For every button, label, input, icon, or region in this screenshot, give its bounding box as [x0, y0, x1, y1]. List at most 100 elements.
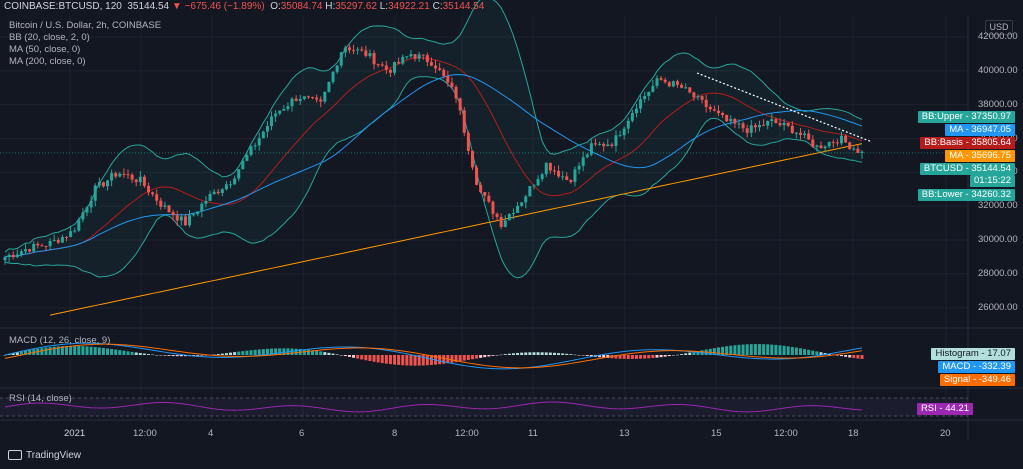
candle-body [208, 193, 212, 201]
candle-body [749, 125, 753, 133]
macd-bar [380, 355, 384, 364]
legend-bb[interactable]: BB (20, close, 2, 0) [9, 32, 90, 43]
currency-button[interactable]: USD [985, 20, 1013, 35]
macd-bar [475, 355, 479, 359]
candle-body [339, 52, 343, 66]
candle-body [40, 245, 44, 247]
macd-bar [770, 344, 774, 355]
macd-bar [306, 349, 310, 355]
macd-bar [602, 355, 606, 358]
macd-bar [151, 354, 155, 356]
candle-body [446, 76, 450, 83]
candle-body [643, 95, 647, 100]
macd-bar [524, 352, 528, 355]
x-tick-label: 20 [940, 428, 951, 439]
candle-body [101, 182, 105, 187]
candle-body [200, 203, 204, 212]
candle-body [44, 246, 48, 248]
macd-line [4, 342, 863, 370]
candle-body [753, 125, 757, 128]
down-arrow-icon: ▼ [171, 1, 182, 12]
high-label: H: [325, 1, 336, 12]
price-tag: BB:Basis - 35805.64 [920, 137, 1015, 149]
price-tag: BB:Lower - 34260.32 [917, 189, 1015, 201]
y-tick-label: 42000.00 [978, 30, 1018, 42]
candle-body [298, 98, 302, 101]
candle-body [126, 174, 130, 176]
macd-bar [196, 355, 200, 356]
candle-body [610, 144, 614, 146]
macd-bar [684, 353, 688, 355]
candle-body [163, 205, 167, 207]
macd-bar [626, 355, 630, 359]
open-label: O: [270, 1, 281, 12]
macd-bar [28, 350, 32, 355]
candle-body [48, 241, 52, 247]
candle-body [819, 145, 823, 149]
price-change: −675.46 (−1.89%) [184, 1, 265, 12]
candle-body [237, 169, 241, 179]
candle-body [475, 167, 479, 185]
macd-bar [589, 355, 593, 357]
candle-body [770, 119, 774, 122]
macd-bar [429, 355, 433, 365]
rsi-line [4, 401, 863, 413]
legend-ma200[interactable]: MA (200, close, 0) [9, 56, 86, 67]
macd-bar [680, 354, 684, 355]
close-label: C: [432, 1, 443, 12]
candle-body [212, 191, 216, 194]
candle-body [429, 62, 433, 66]
legend-title[interactable]: Bitcoin / U.S. Dollar, 2h, COINBASE [9, 20, 162, 31]
macd-bar [647, 355, 651, 359]
candle-body [24, 249, 28, 252]
macd-bar [630, 355, 634, 359]
macd-bar [462, 355, 466, 361]
candle-body [729, 118, 733, 122]
macd-bar [479, 355, 483, 358]
candle-body [368, 53, 372, 56]
macd-bar [315, 350, 319, 355]
candle-body [130, 174, 134, 180]
macd-bar [532, 352, 536, 355]
candle-body [192, 214, 196, 216]
candle-body [778, 123, 782, 126]
x-tick-label: 12:00 [774, 428, 798, 439]
candle-body [417, 54, 421, 59]
candle-body [204, 200, 208, 204]
macd-tag: MACD - -332.39 [938, 361, 1015, 373]
candle-body [327, 81, 331, 92]
macd-bar [844, 355, 848, 357]
tradingview-logo[interactable]: TradingView [8, 450, 81, 461]
macd-bar [417, 355, 421, 366]
macd-bar [618, 355, 622, 359]
candle-body [384, 65, 388, 70]
macd-bar [585, 355, 589, 356]
candle-body [831, 142, 835, 144]
bollinger-fill [5, 0, 862, 278]
macd-bar [659, 355, 663, 358]
macd-bar [639, 355, 643, 359]
candle-body [3, 257, 7, 261]
candle-body [323, 91, 327, 102]
bb-upper-line [4, 0, 863, 253]
candle-body [405, 56, 409, 58]
candle-body [335, 65, 339, 72]
macd-bar [110, 348, 114, 355]
candle-body [19, 251, 23, 255]
macd-bar [335, 354, 339, 355]
candle-body [286, 106, 290, 109]
candle-body [696, 96, 700, 98]
candle-body [647, 91, 651, 96]
macd-bar [721, 346, 725, 355]
candle-body [516, 205, 520, 213]
open-value: 35084.74 [280, 1, 323, 12]
legend-ma50[interactable]: MA (50, close, 0) [9, 44, 81, 55]
candle-body [733, 118, 737, 124]
macd-bar [581, 355, 585, 356]
candle-body [28, 249, 32, 252]
candle-body [839, 135, 843, 144]
macd-bar [577, 355, 581, 356]
macd-bar [655, 355, 659, 358]
last-price: 35144.54 [127, 1, 170, 12]
